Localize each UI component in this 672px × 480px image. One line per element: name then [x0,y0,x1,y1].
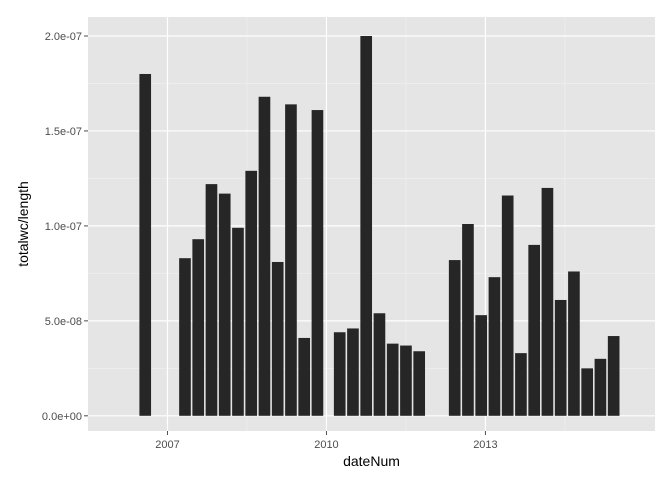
bar [285,104,297,416]
x-axis: 2007 2010 2013 [155,431,498,451]
y-tick-label: 0.0e+00 [42,411,82,423]
bar [448,260,461,416]
bar [245,170,258,416]
x-tick-label: 2010 [314,439,338,451]
bars [139,35,620,416]
x-tick-label: 2007 [155,439,179,451]
bar [271,261,284,416]
y-axis: 0.0e+00 5.0e-08 1.0e-07 1.5e-07 2.0e-07 [42,31,88,423]
bar [232,227,244,416]
bar [386,343,399,416]
x-axis-title: dateNum [343,453,400,469]
bar [347,328,359,416]
bar [192,239,205,416]
bar [607,336,620,416]
y-tick-label: 1.5e-07 [45,126,82,138]
y-tick-label: 2.0e-07 [45,31,82,43]
bar [554,299,567,416]
bar [139,73,152,416]
bar [205,184,218,416]
x-tick-label: 2013 [473,439,497,451]
bar [373,313,386,416]
y-tick-label: 1.0e-07 [45,221,82,233]
bar [413,351,426,416]
bar [179,258,191,416]
bar [400,345,412,416]
bar [258,96,271,416]
bar [501,195,514,416]
bar [488,277,501,416]
bar [581,368,594,416]
bar [475,315,488,416]
bar [594,358,607,416]
y-tick-label: 5.0e-08 [45,316,82,328]
bar [360,35,373,416]
bar [333,332,346,416]
bar [298,337,311,416]
bar [515,353,527,416]
bar [568,271,580,416]
bar [528,244,541,416]
bar [218,193,231,416]
y-axis-title: totalwc/length [15,181,31,267]
bar [541,187,554,416]
bar [462,224,474,416]
bar [311,110,324,416]
